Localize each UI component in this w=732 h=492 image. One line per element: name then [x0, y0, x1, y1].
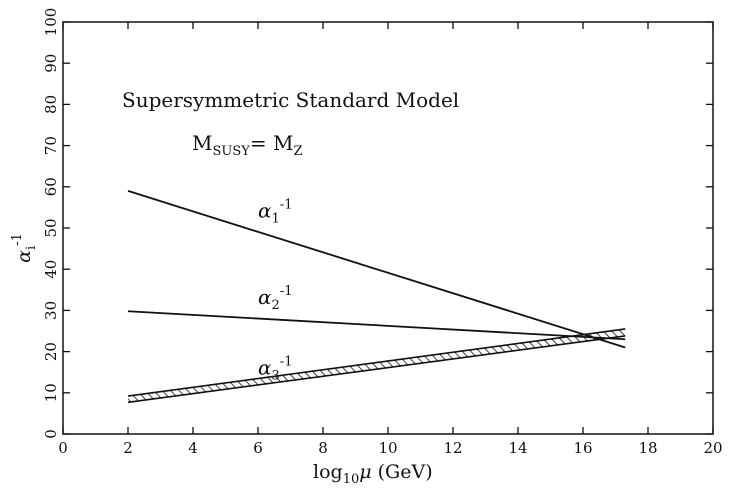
y-tick-label: 80 — [42, 95, 60, 114]
y-tick-label: 20 — [42, 342, 60, 361]
series-alpha3-lower-edge — [127, 335, 626, 404]
y-tick-label: 0 — [42, 429, 60, 439]
x-title-log: log — [313, 461, 343, 483]
x-tick-label: 18 — [638, 439, 657, 457]
x-tick-label: 10 — [378, 439, 397, 457]
x-tick-label: 2 — [123, 439, 133, 457]
msusy-label: MSUSY= MZ — [192, 131, 303, 159]
x-title-var: μ — [359, 461, 371, 483]
y-tick-label: 10 — [42, 383, 60, 402]
y-axis-title: αi-1 — [10, 233, 39, 263]
y-axis: 0 10 20 30 40 50 60 70 80 90 100 — [42, 8, 713, 439]
y-title-sub: i — [24, 246, 39, 250]
x-tick-label: 6 — [253, 439, 263, 457]
plot-frame — [62, 21, 714, 435]
series-alpha2-line — [127, 310, 626, 341]
model-title: Supersymmetric Standard Model — [122, 88, 459, 112]
y-tick-label: 30 — [42, 301, 60, 320]
x-tick-label: 12 — [443, 439, 462, 457]
y-tick-label: 70 — [42, 136, 60, 155]
msusy-rhs: M — [273, 131, 293, 155]
series-alpha3-upper-edge — [127, 328, 626, 397]
series-label-alpha1: α1-1 — [258, 198, 292, 227]
x-title-unit: (GeV) — [372, 461, 433, 483]
x-tick-label: 20 — [703, 439, 722, 457]
msusy-eq: = — [250, 131, 273, 155]
y-tick-label: 60 — [42, 177, 60, 196]
series-alpha3-band — [128, 328, 626, 403]
msusy-rhs-sub: Z — [293, 144, 302, 159]
x-tick-label: 4 — [188, 439, 198, 457]
series-label-alpha3: α3-1 — [258, 354, 292, 383]
series-layer — [127, 190, 626, 404]
series-labels: α1-1 α2-1 α3-1 — [258, 198, 292, 384]
y-tick-label: 50 — [42, 218, 60, 237]
x-tick-label: 16 — [573, 439, 592, 457]
msusy-lhs-sub: SUSY — [212, 144, 250, 159]
y-title-sup: -1 — [10, 233, 25, 246]
msusy-lhs: M — [192, 131, 212, 155]
y-tick-label: 40 — [42, 260, 60, 279]
x-axis-title: log10μ (GeV) — [313, 461, 433, 487]
y-title-main: α — [13, 250, 35, 263]
y-tick-label: 90 — [42, 54, 60, 73]
x-tick-label: 0 — [58, 439, 68, 457]
x-axis: 0 2 4 6 8 10 12 14 16 18 20 — [58, 22, 723, 457]
y-tick-label: 100 — [42, 8, 60, 37]
x-tick-label: 8 — [318, 439, 328, 457]
x-title-sub: 10 — [343, 472, 360, 487]
series-alpha1-line — [127, 190, 626, 349]
x-tick-label: 14 — [508, 439, 527, 457]
series-label-alpha2: α2-1 — [258, 284, 292, 313]
